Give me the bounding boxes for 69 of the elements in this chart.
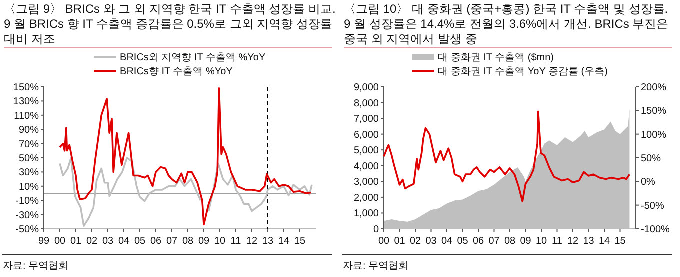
x-tick-label: 10: [536, 236, 548, 247]
x-tick-label: 99: [38, 236, 50, 247]
y2-tick-label: 0%: [641, 177, 656, 188]
y-tick-label: 10%: [18, 182, 40, 193]
x-tick-label: 12: [246, 236, 258, 247]
x-tick-label: 05: [457, 236, 469, 247]
y-tick-label: 5,000: [354, 146, 380, 157]
x-tick-label: 07: [166, 236, 178, 247]
x-tick-label: 12: [567, 236, 579, 247]
x-tick-label: 09: [198, 236, 210, 247]
x-tick-label: 14: [278, 236, 290, 247]
y-tick-label: 150%: [13, 82, 40, 94]
x-tick-label: 13: [262, 236, 274, 247]
x-tick-label: 00: [54, 236, 66, 247]
x-tick-label: 01: [394, 236, 406, 247]
x-tick-label: 15: [614, 236, 626, 247]
x-tick-label: 08: [504, 236, 516, 247]
x-tick-label: 02: [86, 236, 98, 247]
x-tick-label: 13: [583, 236, 595, 247]
legend-label: BRICs외 지역향 IT 수출액 %YoY: [120, 52, 266, 64]
x-tick-label: 06: [472, 236, 484, 247]
y-tick-label: 70%: [18, 139, 40, 150]
chart-title: 〈그림 9〉 BRICs 와 그 외 지역향 한국 IT 수출액 성장률 비교. 9 월 BRICs 향 IT 수출액 증감률은 0.5%로 그외 지역향 성장률 대비 저조: [3, 1, 337, 47]
y2-tick-label: -100%: [641, 224, 670, 236]
x-tick-label: 07: [488, 236, 500, 247]
y-tick-label: -10%: [16, 196, 40, 208]
x-tick-label: 15: [294, 236, 306, 247]
x-tick-label: 04: [441, 236, 453, 247]
y-tick-label: 110%: [14, 110, 40, 122]
x-tick-label: 02: [410, 236, 422, 247]
y-tick-label: 7,000: [354, 114, 380, 126]
y-tick-label: 2,000: [354, 192, 380, 204]
y-tick-label: 8,000: [354, 98, 380, 110]
y-tick-label: 130%: [13, 96, 40, 108]
legend-label: 대 중화권 IT 수출액 ($mn): [438, 52, 554, 64]
x-tick-label: 00: [378, 236, 390, 247]
y-tick-label: 30%: [18, 168, 40, 179]
y-tick-label: -50%: [16, 224, 40, 236]
legend-label: 대 중화권 IT 수출액 YoY 증감률 (우측): [438, 66, 608, 78]
y-tick-label: 3,000: [354, 177, 380, 188]
x-tick-label: 06: [150, 236, 162, 247]
y2-tick-label: 150%: [641, 106, 667, 118]
legend-label: BRICs향 IT 수출액 %YoY: [120, 66, 234, 78]
y-tick-label: 90%: [18, 125, 40, 136]
x-tick-label: 03: [102, 236, 114, 247]
text: 자료: 무역협회: [3, 261, 69, 272]
x-tick-label: 11: [552, 236, 563, 247]
x-tick-label: 14: [598, 236, 610, 247]
y-tick-label: 1,000: [354, 208, 380, 220]
y-tick-label: 6,000: [354, 130, 380, 141]
x-tick-label: 03: [426, 236, 438, 247]
text: 자료: 무역협회: [343, 261, 409, 272]
y-tick-label: 50%: [18, 154, 40, 164]
x-tick-label: 10: [214, 236, 226, 247]
y-tick-label: 4,000: [354, 161, 380, 172]
x-tick-label: 08: [182, 236, 194, 247]
chart-title: 〈그림 10〉 대 중화권 (중국+홍콩) 한국 IT 수출액 및 성장률. 9 월 성장률은 14.4%로 전월의 3.6%에서 개선. BRICs 부진은 중국 외 지역에서 발생 중: [343, 1, 670, 47]
x-tick-label: 05: [134, 236, 146, 247]
y2-tick-label: -50%: [641, 200, 664, 212]
y2-tick-label: 100%: [641, 130, 667, 141]
y2-tick-label: 200%: [641, 82, 667, 94]
x-tick-label: 11: [230, 236, 242, 247]
y-tick-label: 9,000: [354, 82, 380, 94]
x-tick-label: 09: [520, 236, 532, 247]
y2-tick-label: 50%: [641, 154, 662, 164]
y-tick-label: -30%: [16, 210, 40, 222]
y-tick-label: 0: [373, 224, 380, 236]
x-tick-label: 04: [118, 236, 130, 247]
x-tick-label: 01: [70, 236, 82, 247]
